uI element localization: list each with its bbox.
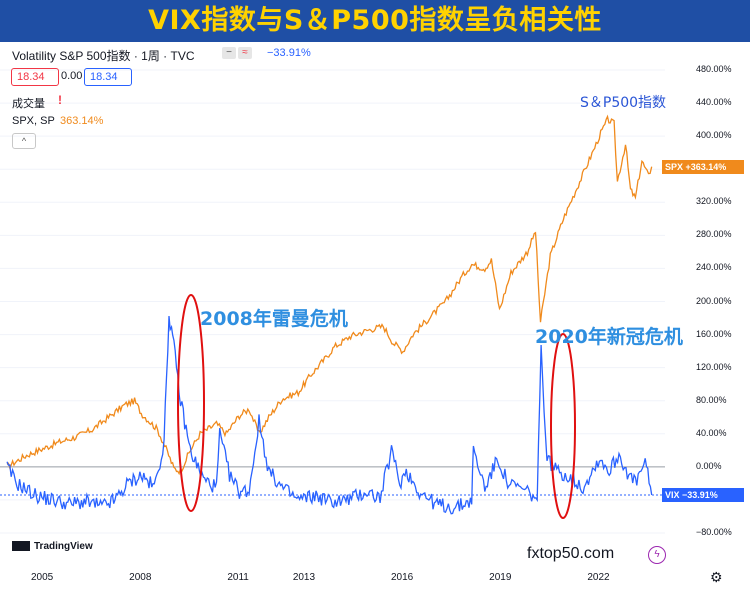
- crisis-2020-ellipse: [550, 333, 576, 519]
- chart-plot[interactable]: [0, 42, 750, 590]
- spx-annotation: S＆P500指数: [580, 95, 667, 111]
- collapse-legend-icon[interactable]: ^: [12, 133, 36, 149]
- x-tick-label: 2011: [227, 572, 249, 583]
- lightning-icon[interactable]: ϟ: [648, 546, 666, 564]
- y-tick-label: 80.00%: [696, 394, 727, 405]
- crisis-2008-annotation: 2008年雷曼危机: [200, 308, 348, 330]
- y-tick-label: 240.00%: [696, 262, 732, 273]
- vix-price-badge: VIX −33.91%: [662, 488, 744, 502]
- crisis-2008-ellipse: [177, 294, 205, 512]
- mid-value: 0.00: [61, 70, 83, 82]
- y-tick-label: 480.00%: [696, 64, 732, 74]
- y-tick-label: 400.00%: [696, 130, 732, 141]
- alert-icon[interactable]: !: [58, 93, 62, 107]
- y-tick-label: 200.00%: [696, 295, 732, 306]
- gear-icon[interactable]: ⚙: [710, 569, 723, 585]
- spx-series-line: [6, 114, 653, 476]
- y-tick-label: −80.00%: [696, 527, 732, 537]
- crisis-2020-annotation: 2020年新冠危机: [535, 326, 683, 348]
- vix-series-line: [6, 315, 653, 515]
- y-tick-label: 160.00%: [696, 328, 732, 339]
- legend-title: Volatility S&P 500指数 · 1周 · TVC: [12, 49, 195, 63]
- y-tick-label: 120.00%: [696, 361, 732, 372]
- watermark: fxtop50.com: [527, 545, 615, 562]
- x-tick-label: 2013: [292, 572, 316, 583]
- x-tick-label: 2022: [587, 572, 610, 583]
- tradingview-mark-icon: [12, 541, 30, 552]
- x-tick-label: 2016: [391, 572, 414, 583]
- spx-legend-name[interactable]: SPX, SP: [12, 115, 55, 127]
- title-banner: [0, 0, 750, 42]
- volume-label[interactable]: 成交量: [12, 98, 45, 110]
- x-tick-label: 2008: [129, 572, 152, 583]
- compare-icon[interactable]: ≈: [238, 47, 252, 59]
- tradingview-label: TradingView: [34, 541, 93, 552]
- tradingview-logo[interactable]: TradingView: [12, 541, 93, 552]
- banner-title: VIX指数与S＆P500指数呈负相关性: [148, 5, 602, 36]
- grid-layer: [0, 69, 665, 534]
- spx-legend-change: 363.14%: [60, 115, 104, 127]
- y-tick-label: 0.00%: [696, 460, 722, 471]
- x-tick-label: 2019: [489, 572, 512, 583]
- y-tick-label: 440.00%: [696, 97, 732, 108]
- y-tick-label: 40.00%: [696, 427, 727, 438]
- y-tick-label: 280.00%: [696, 229, 732, 240]
- y-tick-label: 320.00%: [696, 196, 732, 207]
- open-value-box: 18.34: [11, 68, 59, 86]
- x-tick-label: 2005: [31, 572, 54, 583]
- spx-price-badge: SPX +363.14%: [662, 160, 744, 174]
- legend-change: −33.91%: [267, 47, 311, 59]
- minus-icon[interactable]: −: [222, 47, 236, 59]
- close-value-box: 18.34: [84, 68, 132, 86]
